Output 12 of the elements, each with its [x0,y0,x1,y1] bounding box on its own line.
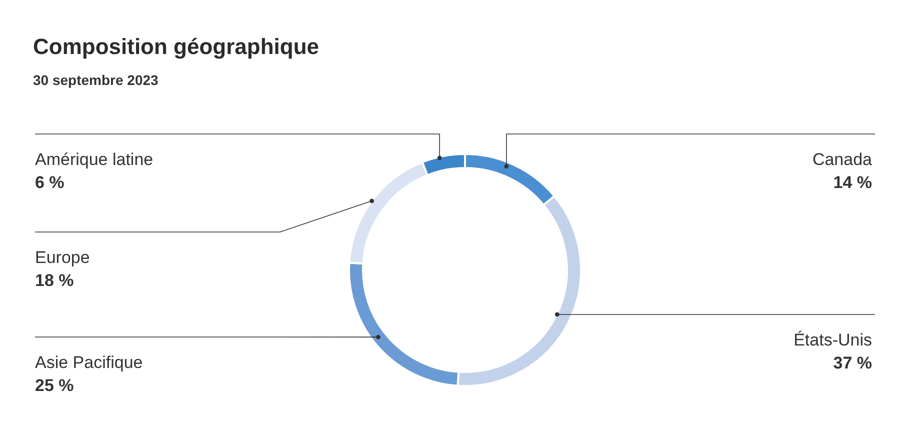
slice-label: Europe [35,248,90,267]
chart-subtitle: 30 septembre 2023 [33,72,158,88]
slice-label: États-Unis [794,330,872,350]
data-label: 6 % [35,173,64,192]
data-label: 14 % [833,173,872,192]
slice-label: Canada [812,150,873,169]
data-label: 37 % [833,353,872,372]
data-label: 25 % [35,376,74,395]
slice-label: Asie Pacifique [35,353,143,372]
chart-title: Composition géographique [33,34,319,60]
slice-label: Amérique latine [35,150,154,169]
data-label: 18 % [35,271,74,290]
